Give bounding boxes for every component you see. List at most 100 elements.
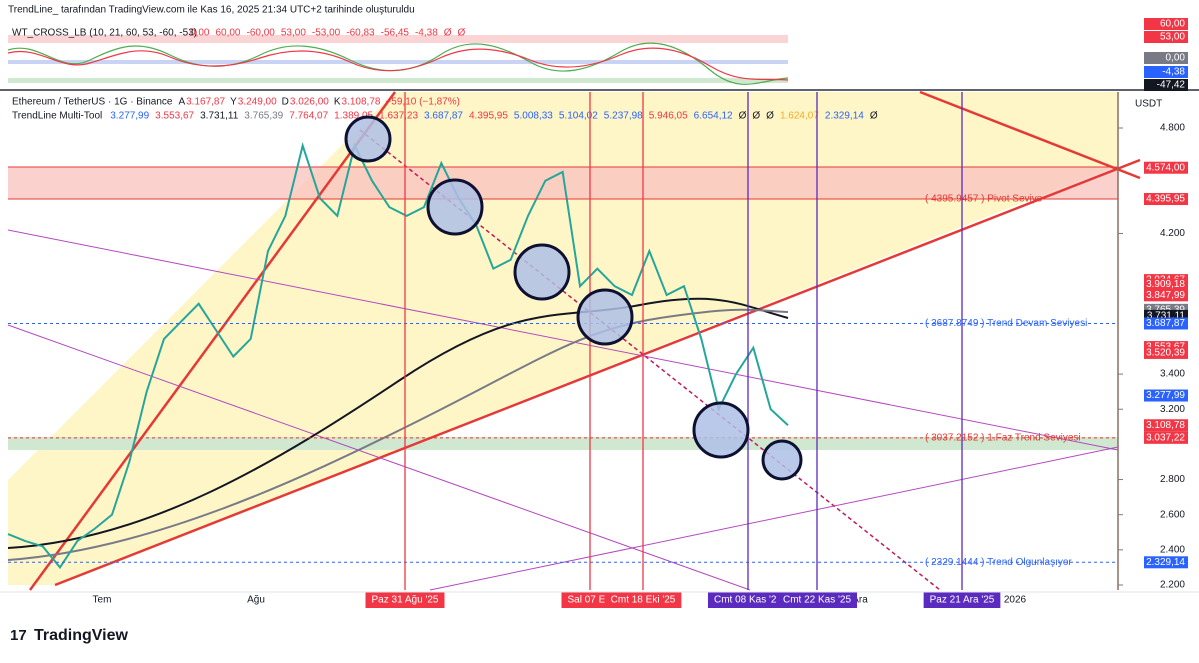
time-marker-bg — [604, 592, 682, 608]
ohlc-key: A — [178, 97, 185, 108]
indicator-value: -60,83 — [346, 28, 375, 39]
time-marker-bg — [776, 592, 858, 608]
time-marker-bg — [707, 592, 789, 608]
osc-badge-label: 60,00 — [1160, 19, 1185, 30]
oscillator-pane — [0, 35, 1199, 91]
multitool-value: Ø — [752, 111, 760, 122]
time-label: 2026 — [1004, 595, 1027, 606]
price-badge — [1144, 161, 1188, 174]
time-marker-label: Cmt 08 Kas '25 — [714, 595, 782, 606]
time-marker-bg — [365, 592, 445, 608]
circle-marker — [344, 115, 392, 163]
multitool-value: 3.277,99 — [110, 111, 149, 122]
annotation: ( 4395.9457 ) Pivot Seviye — [925, 194, 1043, 205]
price-badge-label: 2.329,14 — [1146, 557, 1185, 568]
osc-badge-label: 0,00 — [1166, 53, 1186, 64]
price-badge-label: 3.108,78 — [1146, 420, 1185, 431]
osc-badge — [1144, 52, 1188, 64]
header: TrendLine_ tarafından TradingView.com il… — [8, 5, 415, 16]
price-line — [7, 141, 789, 570]
wt2 — [7, 47, 789, 81]
footer-brand: TradingView — [34, 627, 129, 644]
ob-zone — [8, 35, 788, 43]
circle-marker — [513, 243, 571, 301]
multitool-value: 3.731,11 — [200, 111, 239, 122]
price-badge-label: 3.037,22 — [1146, 432, 1185, 443]
multitool-value: 6.654,12 — [694, 111, 733, 122]
price-tick-label: 4.200 — [1160, 228, 1185, 239]
multitool-value: Ø — [739, 111, 747, 122]
circles — [344, 115, 803, 481]
time-label: Tem — [93, 595, 112, 606]
circle-marker — [426, 178, 484, 236]
price-badge — [1144, 317, 1188, 330]
logo-mark: 17 — [10, 627, 27, 644]
circle-marker — [692, 401, 750, 459]
price-tick-label: 2.600 — [1160, 509, 1185, 520]
os-zone — [8, 78, 788, 83]
change: −59,10 (−1,87%) — [385, 97, 460, 108]
time-marker-bg — [561, 592, 619, 608]
indicator-value: 0,00 — [190, 28, 210, 39]
osc-badge — [1144, 79, 1188, 91]
multitool-value: 1.637,23 — [379, 111, 418, 122]
symbol-name: Ethereum / TetherUS · 1G · Binance — [12, 97, 173, 108]
trend-zone — [8, 437, 1118, 450]
trend-line — [28, 91, 397, 591]
price-badge-label: 3.520,39 — [1146, 348, 1185, 359]
purple-line — [429, 446, 1119, 591]
multitool-value: Ø — [870, 111, 878, 122]
indicator-value: -4,38 — [415, 28, 438, 39]
price-tick-label: 3.200 — [1160, 404, 1185, 415]
price-badge — [1144, 289, 1188, 302]
osc-badge — [1144, 31, 1188, 43]
purple-line — [7, 324, 751, 591]
annotation: ( 3037.2152 ) 1.Faz Trend Seviyesi — [925, 432, 1081, 443]
indicator-value: -60,00 — [247, 28, 276, 39]
price-badge-label: 3.277,99 — [1146, 390, 1185, 401]
multitool-value: 1.624,07 — [780, 111, 819, 122]
trend-line — [54, 158, 1141, 587]
multitool-value: 1.389,05 — [334, 111, 373, 122]
price-tick-label: 2.400 — [1160, 544, 1185, 555]
multitool-value: 4.395,95 — [469, 111, 508, 122]
price-tick-label: 3.400 — [1160, 369, 1185, 380]
time-marker-label: Sal 07 Eki — [567, 595, 612, 606]
multitool-value: 3.553,67 — [155, 111, 194, 122]
price-badge-label: 3.847,99 — [1146, 290, 1185, 301]
price-badge — [1144, 389, 1188, 402]
annotation: ( 3687.8749 ) Trend Devam Seviyesi — [925, 318, 1087, 329]
dashed-line — [359, 129, 941, 591]
multitool-value: 2.329,14 — [825, 111, 864, 122]
multitool-value: 3.687,87 — [424, 111, 463, 122]
indicator-value: -53,00 — [312, 28, 341, 39]
ohlc-value: 3.026,00 — [290, 97, 329, 108]
time-marker-bg — [923, 592, 1001, 608]
mid-zone — [8, 60, 788, 64]
time-marker-label: Paz 21 Ara '25 — [930, 595, 995, 606]
osc-badge — [1144, 18, 1188, 30]
time-marker-label: Paz 31 Ağu '25 — [372, 595, 439, 606]
ohlc-value: 3.108,78 — [342, 97, 381, 108]
indicator-value: 60,00 — [215, 28, 240, 39]
trend-line — [919, 90, 1141, 180]
ma-100 — [7, 308, 789, 561]
osc-badge — [1144, 66, 1188, 78]
ohlc-value: 3.249,00 — [238, 97, 277, 108]
price-tick-label: 2.200 — [1160, 580, 1185, 591]
multitool-value: Ø — [766, 111, 774, 122]
ohlc-key: Y — [230, 97, 237, 108]
time-marker-label: Cmt 22 Kas '25 — [783, 595, 851, 606]
purple-line — [7, 229, 1119, 451]
ohlc-key: D — [282, 97, 289, 108]
ohlc-value: 3.167,87 — [186, 97, 225, 108]
ma-200 — [7, 297, 789, 549]
multitool-name: TrendLine Multi-Tool — [12, 111, 102, 122]
multitool-value: 5.104,02 — [559, 111, 598, 122]
indicator-value: Ø — [458, 28, 466, 39]
indicator-value: -56,45 — [381, 28, 410, 39]
price-badge-label: 3.731,11 — [1147, 311, 1186, 322]
ohlc-key: K — [334, 97, 341, 108]
price-badge — [1144, 431, 1188, 444]
